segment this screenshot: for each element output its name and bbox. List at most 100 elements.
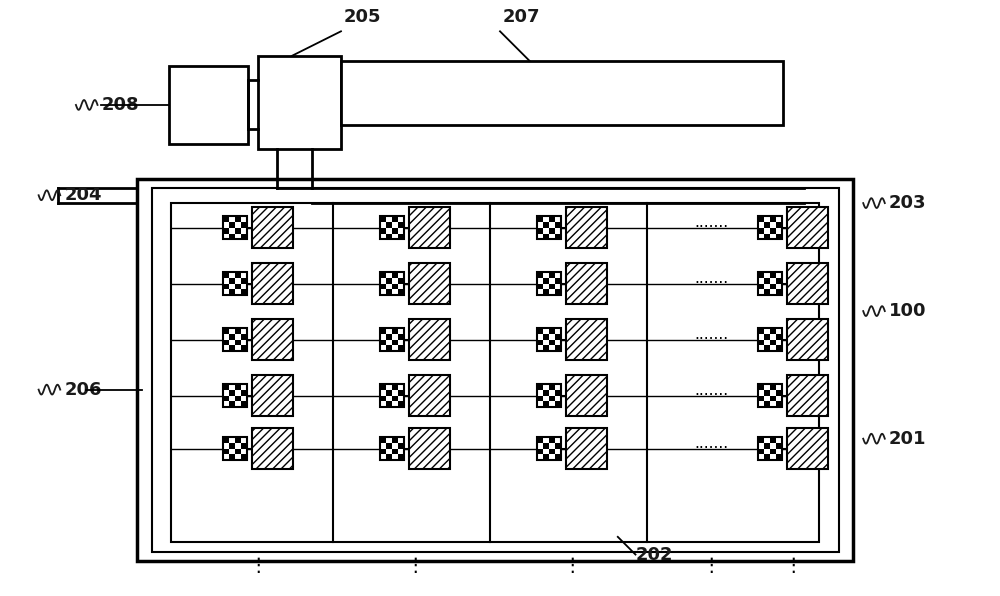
Bar (241, 454, 247, 460)
Text: 207: 207 (503, 8, 540, 26)
Bar (386, 216, 392, 222)
Bar (235, 334, 241, 340)
Bar (229, 284, 235, 290)
Bar (380, 384, 404, 407)
Bar (229, 290, 235, 296)
Bar (543, 334, 549, 340)
Bar (776, 228, 782, 234)
Bar (758, 216, 782, 240)
Bar (555, 449, 561, 454)
Bar (241, 284, 247, 290)
Bar (380, 437, 386, 443)
Bar (137, 179, 853, 561)
Bar (398, 228, 404, 234)
Bar (386, 284, 392, 290)
Text: ⋮: ⋮ (248, 557, 268, 576)
Bar (537, 384, 543, 390)
Bar (555, 443, 561, 449)
Bar (770, 401, 776, 407)
Bar (398, 346, 404, 351)
Bar (764, 278, 770, 284)
Text: ⋮: ⋮ (783, 557, 803, 576)
Bar (543, 228, 549, 234)
Bar (555, 328, 561, 334)
Bar (169, 66, 248, 144)
Bar (764, 328, 770, 334)
Bar (380, 216, 386, 222)
Bar (380, 449, 386, 454)
Bar (549, 334, 555, 340)
Bar (223, 328, 229, 334)
Bar (398, 272, 404, 278)
Bar (758, 228, 764, 234)
Bar (241, 384, 247, 390)
Bar (770, 278, 776, 284)
Bar (543, 340, 549, 346)
Bar (252, 319, 293, 360)
Bar (770, 449, 776, 454)
Text: 205: 205 (344, 8, 381, 26)
Bar (555, 272, 561, 278)
Bar (398, 284, 404, 290)
Bar (386, 228, 392, 234)
Bar (392, 384, 398, 390)
Bar (543, 272, 549, 278)
Bar (537, 216, 561, 240)
Bar (235, 437, 241, 443)
Bar (235, 290, 241, 296)
Bar (776, 272, 782, 278)
Bar (386, 290, 392, 296)
Bar (764, 390, 770, 396)
Bar (386, 390, 392, 396)
Bar (764, 284, 770, 290)
Bar (392, 272, 398, 278)
Bar (776, 390, 782, 396)
Bar (764, 234, 770, 240)
Bar (223, 454, 229, 460)
Bar (764, 346, 770, 351)
Bar (223, 216, 247, 240)
Bar (229, 278, 235, 284)
Bar (758, 401, 764, 407)
Bar (543, 328, 549, 334)
Bar (543, 454, 549, 460)
Bar (152, 188, 839, 551)
Bar (398, 290, 404, 296)
Bar (392, 454, 398, 460)
Bar (392, 340, 398, 346)
Bar (758, 449, 764, 454)
Bar (223, 449, 229, 454)
Bar (537, 216, 543, 222)
Bar (392, 396, 398, 401)
Bar (392, 278, 398, 284)
Bar (764, 228, 770, 234)
Bar (235, 328, 241, 334)
Text: 100: 100 (889, 302, 926, 320)
Bar (223, 437, 247, 460)
Bar (776, 334, 782, 340)
Bar (241, 216, 247, 222)
Bar (235, 384, 241, 390)
Bar (380, 443, 386, 449)
Bar (386, 340, 392, 346)
Bar (386, 334, 392, 340)
Bar (758, 346, 764, 351)
Bar (235, 228, 241, 234)
Bar (537, 340, 543, 346)
Bar (549, 443, 555, 449)
Bar (566, 207, 607, 249)
Bar (386, 278, 392, 284)
Bar (386, 401, 392, 407)
Bar (235, 401, 241, 407)
Bar (392, 401, 398, 407)
Bar (398, 454, 404, 460)
Bar (764, 401, 770, 407)
Bar (758, 328, 764, 334)
Bar (549, 340, 555, 346)
Bar (223, 443, 229, 449)
Bar (758, 278, 764, 284)
Bar (392, 328, 398, 334)
Bar (380, 401, 386, 407)
Bar (543, 234, 549, 240)
Bar (398, 384, 404, 390)
